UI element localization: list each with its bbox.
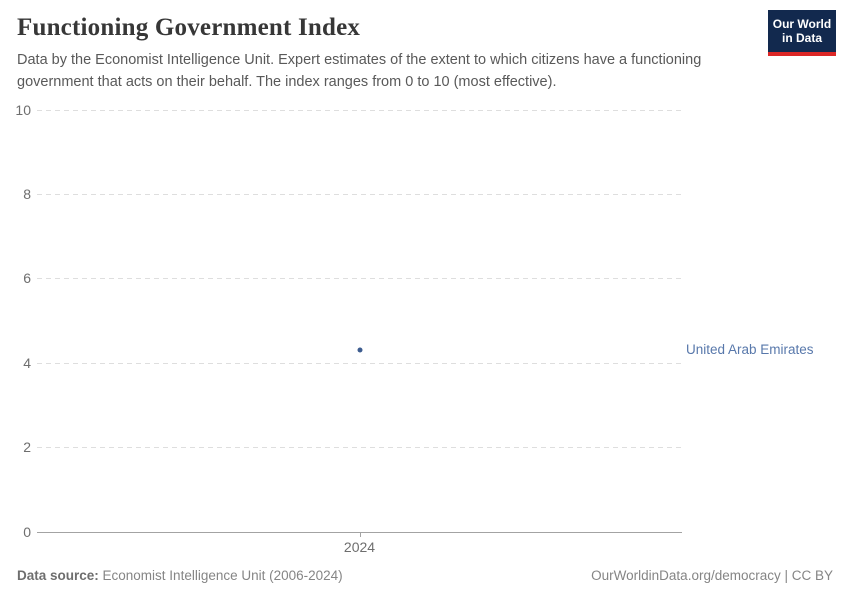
- chart-title: Functioning Government Index: [17, 14, 361, 41]
- x-axis-tick-label: 2024: [343, 538, 376, 555]
- owid-logo-line2: in Data: [781, 31, 822, 45]
- y-axis-tick-label: 8: [23, 185, 31, 202]
- data-source-label: Data source:: [17, 568, 99, 583]
- chart-subtitle: Data by the Economist Intelligence Unit.…: [17, 52, 702, 90]
- data-source-value: Economist Intelligence Unit (2006-2024): [98, 568, 343, 583]
- gridline: [37, 362, 682, 364]
- chart-header: Functioning Government Index Data by the…: [17, 14, 757, 93]
- gridline: [37, 278, 682, 280]
- owid-logo[interactable]: Our World in Data: [768, 10, 836, 56]
- y-axis-tick-label: 2: [23, 439, 31, 456]
- chart-footer: Data source: Economist Intelligence Unit…: [17, 568, 833, 583]
- gridline: [37, 109, 682, 111]
- attribution-link[interactable]: OurWorldinData.org/democracy | CC BY: [591, 568, 833, 583]
- gridline: [37, 447, 682, 449]
- gridline: [37, 193, 682, 195]
- owid-logo-line1: Our World: [772, 17, 832, 31]
- y-axis-tick-label: 6: [23, 270, 31, 287]
- y-axis-tick-label: 4: [23, 354, 31, 371]
- x-axis-tick: [359, 531, 361, 537]
- y-axis-tick-label: 10: [15, 101, 31, 118]
- entity-label-united-arab-emirates[interactable]: United Arab Emirates: [686, 342, 814, 358]
- data-point-united-arab-emirates[interactable]: [357, 347, 362, 353]
- data-source-note: Data source: Economist Intelligence Unit…: [17, 568, 343, 583]
- y-axis-tick-label: 0: [23, 523, 31, 540]
